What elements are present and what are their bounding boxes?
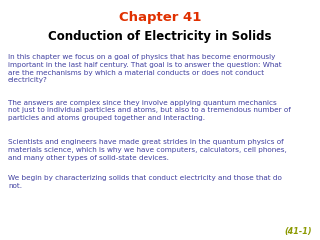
Text: In this chapter we focus on a goal of physics that has become enormously
importa: In this chapter we focus on a goal of ph… xyxy=(8,54,282,83)
Text: Conduction of Electricity in Solids: Conduction of Electricity in Solids xyxy=(48,30,272,43)
Text: Scientists and engineers have made great strides in the quantum physics of
mater: Scientists and engineers have made great… xyxy=(8,139,287,161)
Text: (41-1): (41-1) xyxy=(284,228,312,236)
Text: The answers are complex since they involve applying quantum mechanics
not just t: The answers are complex since they invol… xyxy=(8,100,291,121)
Text: Chapter 41: Chapter 41 xyxy=(119,11,201,24)
Text: We begin by characterizing solids that conduct electricity and those that do
not: We begin by characterizing solids that c… xyxy=(8,175,282,189)
